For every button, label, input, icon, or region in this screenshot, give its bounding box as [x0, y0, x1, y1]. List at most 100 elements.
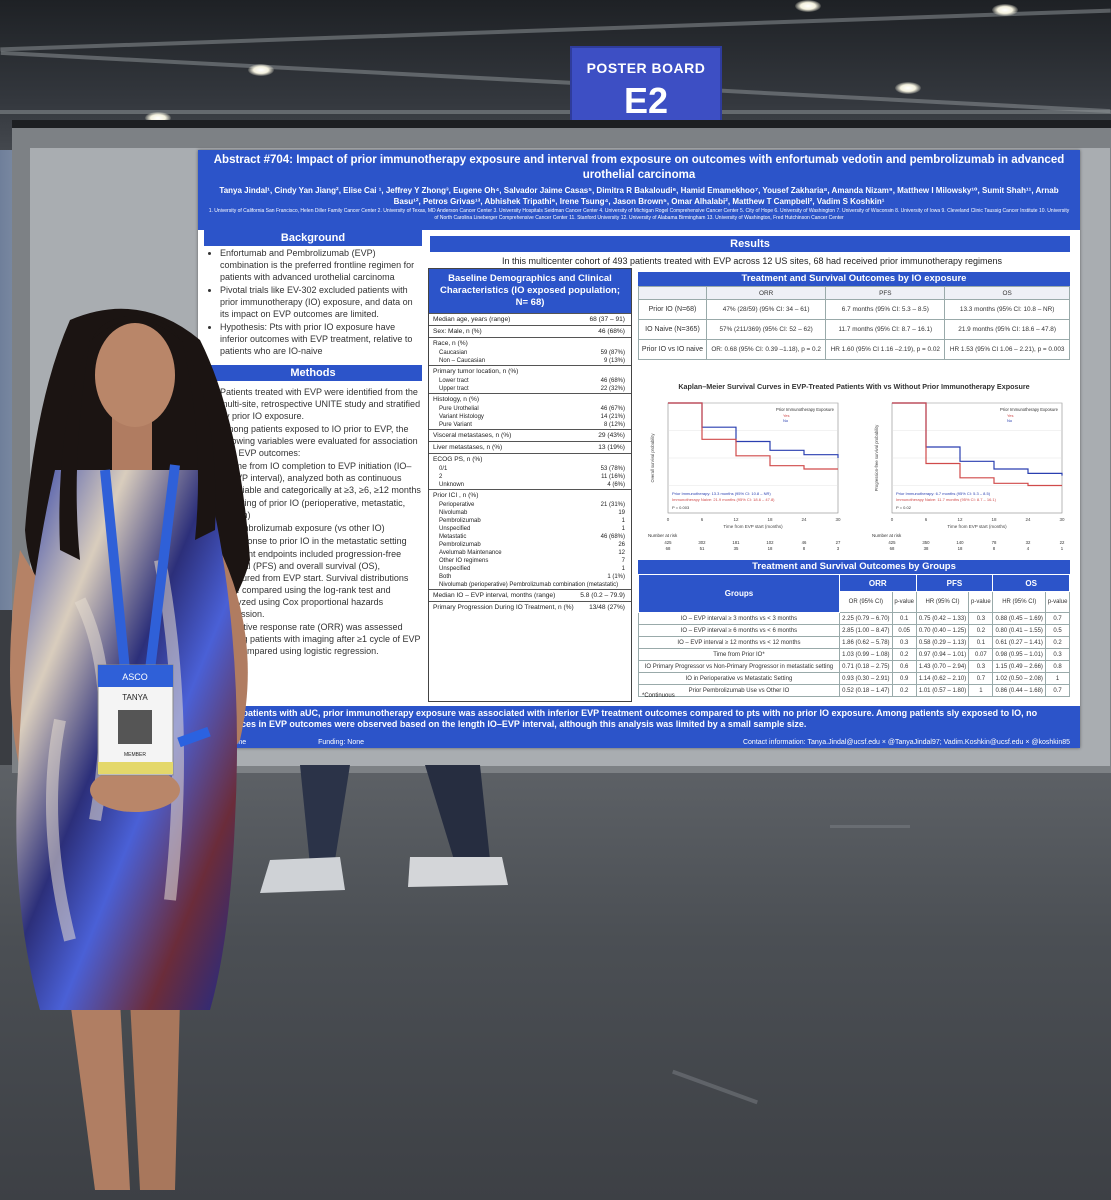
- demographics-label: Race, n (%): [433, 340, 468, 347]
- truss-beam: [0, 8, 1111, 52]
- table-cell: 0.8: [1045, 660, 1070, 673]
- x-tick-label: 0: [667, 517, 670, 522]
- demographics-label: Nivolumab: [439, 510, 468, 516]
- table-cell: 0.3: [891, 636, 917, 649]
- km-os-chart: 0 6 12 18 24 30 Time from EVP start (months) Ov…: [646, 395, 846, 560]
- risk-count: 27: [836, 540, 841, 545]
- x-tick-label: 12: [957, 517, 963, 522]
- poster-title: Abstract #704: Impact of prior immunothe…: [213, 154, 1065, 181]
- legend-yes: Yes: [1007, 413, 1014, 418]
- table-row: Prior Pembrolizumab Use vs Other IO 0.52 …: [638, 684, 1070, 697]
- conclusion-bar: sion: In patients with aUC, prior immuno…: [198, 706, 1080, 748]
- demographics-label: Histology, n (%): [433, 396, 480, 403]
- demographics-label: Metastatic: [439, 534, 467, 540]
- demographics-label: Other IO regimens: [439, 558, 489, 564]
- table-header: PFS: [825, 286, 946, 300]
- demographics-label: Lower tract: [439, 378, 469, 384]
- median-note: Prior Immunotherapy: 6.7 months (95% CI:…: [896, 491, 991, 496]
- table-footnote: *Continuous: [642, 693, 675, 699]
- km-os-svg: 0 6 12 18 24 30 Time from EVP start (months) Ov…: [648, 402, 841, 551]
- demographics-label: Pure Urothelial: [439, 406, 479, 412]
- research-poster: Abstract #704: Impact of prior immunothe…: [198, 150, 1080, 748]
- table-header: [638, 286, 707, 300]
- risk-count: 68: [890, 546, 895, 551]
- demographics-row: Both 1 (1%): [429, 573, 631, 581]
- demographics-label: Unknown: [439, 482, 465, 488]
- background-item: Pivotal trials like EV-302 excluded pati…: [220, 284, 422, 320]
- table-cell: 0.70 (0.40 – 1.25): [915, 624, 970, 637]
- risk-count: 18: [768, 546, 773, 551]
- poster-header: Abstract #704: Impact of prior immunothe…: [198, 150, 1080, 230]
- table-cell: 0.1: [968, 636, 994, 649]
- demographics-value: 46 (67%): [600, 406, 625, 412]
- background-section: Enfortumab and Pembrolizumab (EVP) combi…: [208, 247, 422, 358]
- demographics-label: Both: [439, 574, 452, 580]
- conclusion-text: sion: In patients with aUC, prior immuno…: [208, 708, 1038, 729]
- demographics-label: Pembrolizumab: [439, 542, 481, 548]
- risk-count: 302: [698, 540, 706, 545]
- poster-authors: Tanya Jindal¹, Cindy Yan Jiang², Elise C…: [219, 186, 1059, 206]
- demographics-row: Pure Variant 8 (12%): [429, 421, 631, 429]
- background-item: Hypothesis: Pts with prior IO exposure h…: [220, 321, 422, 357]
- risk-count: 3: [837, 546, 840, 551]
- methods-item: Among patients exposed to IO prior to EV…: [220, 423, 422, 459]
- table-cell: 0.3: [1045, 648, 1070, 661]
- floor-mark: [830, 825, 910, 828]
- risk-count: 51: [700, 546, 705, 551]
- demographics-label: Median IO – EVP interval, months (range): [433, 592, 556, 599]
- x-tick-label: 18: [991, 517, 997, 522]
- table-cell: 21.9 months (95% CI: 18.6 – 47.8): [944, 319, 1070, 340]
- table-cell: IO – EVP interval ≥ 12 months vs < 12 mo…: [638, 636, 840, 649]
- legend-no: No: [783, 418, 789, 423]
- demographics-value: 9 (13%): [603, 358, 625, 364]
- background-heading: Background: [204, 230, 422, 246]
- demographics-value: 1 (1%): [607, 574, 625, 580]
- x-tick-label: 30: [1059, 517, 1065, 522]
- demographics-label: 0/1: [439, 466, 448, 472]
- demographics-row: Prior ICI , n (%): [429, 489, 631, 501]
- ceiling-light: [992, 4, 1018, 16]
- table-cell: 57% (211/369) (95% CI: 52 – 62): [705, 319, 827, 340]
- table-cell: 0.2: [968, 624, 994, 637]
- demographics-value: 13 (19%): [598, 444, 625, 451]
- risk-count: 22: [1060, 540, 1065, 545]
- contact-info: Contact information: Tanya.Jindal@ucsf.e…: [742, 739, 1070, 746]
- floor-mark: [672, 1069, 758, 1105]
- demographics-row: Variant Histology 14 (21%): [429, 413, 631, 421]
- table-subheader: p-value: [968, 591, 994, 613]
- demographics-label: Liver metastases, n (%): [433, 444, 503, 451]
- risk-count: 18: [958, 546, 963, 551]
- table-cell: IO in Perioperative vs Metastatic Settin…: [638, 672, 840, 685]
- demographics-row: Perioperative 21 (31%): [429, 501, 631, 509]
- demographics-row: Non – Caucasian 9 (13%): [429, 357, 631, 365]
- table-cell: 1.15 (0.49 – 2.66): [992, 660, 1047, 673]
- demographics-value: 26: [618, 542, 625, 548]
- methods-item: Pembrolizumab exposure (vs other IO): [230, 522, 422, 534]
- table-cell: 0.5: [1045, 624, 1070, 637]
- demographics-body: Median age, years (range) 68 (37 – 91) Sex…: [429, 313, 631, 613]
- demographics-label: ECOG PS, n (%): [433, 456, 483, 463]
- ceiling-light: [248, 64, 274, 76]
- demographics-row: Median age, years (range) 68 (37 – 91): [429, 313, 631, 325]
- risk-count: 4: [1027, 546, 1030, 551]
- y-axis-label: Progression-free survival probability: [874, 424, 879, 491]
- table-cell: 1.86 (0.62 – 5.78): [838, 636, 893, 649]
- risk-count: 102: [766, 540, 774, 545]
- table-cell: 0.86 (0.44 – 1.68): [992, 684, 1047, 697]
- demographics-row: 0/1 53 (78%): [429, 465, 631, 473]
- demographics-row: Avelumab Maintenance 12: [429, 549, 631, 557]
- sign-label: POSTER BOARD: [586, 60, 706, 76]
- risk-count: 425: [664, 540, 672, 545]
- demographics-row: Nivolumab 19: [429, 509, 631, 517]
- risk-table-label: Number at risk: [648, 533, 678, 538]
- demographics-value: 46 (68%): [598, 328, 625, 335]
- demographics-label: Sex: Male, n (%): [433, 328, 482, 335]
- y-axis-label: Overall survival probability: [650, 433, 655, 483]
- x-tick-label: 30: [835, 517, 841, 522]
- demographics-label: Upper tract: [439, 386, 469, 392]
- demographics-row: Metastatic 46 (68%): [429, 533, 631, 541]
- truss-beam: [0, 110, 1111, 114]
- risk-count: 32: [1026, 540, 1031, 545]
- table-cell: 1.02 (0.50 – 2.08): [992, 672, 1047, 685]
- table-cell: 0.2: [891, 684, 917, 697]
